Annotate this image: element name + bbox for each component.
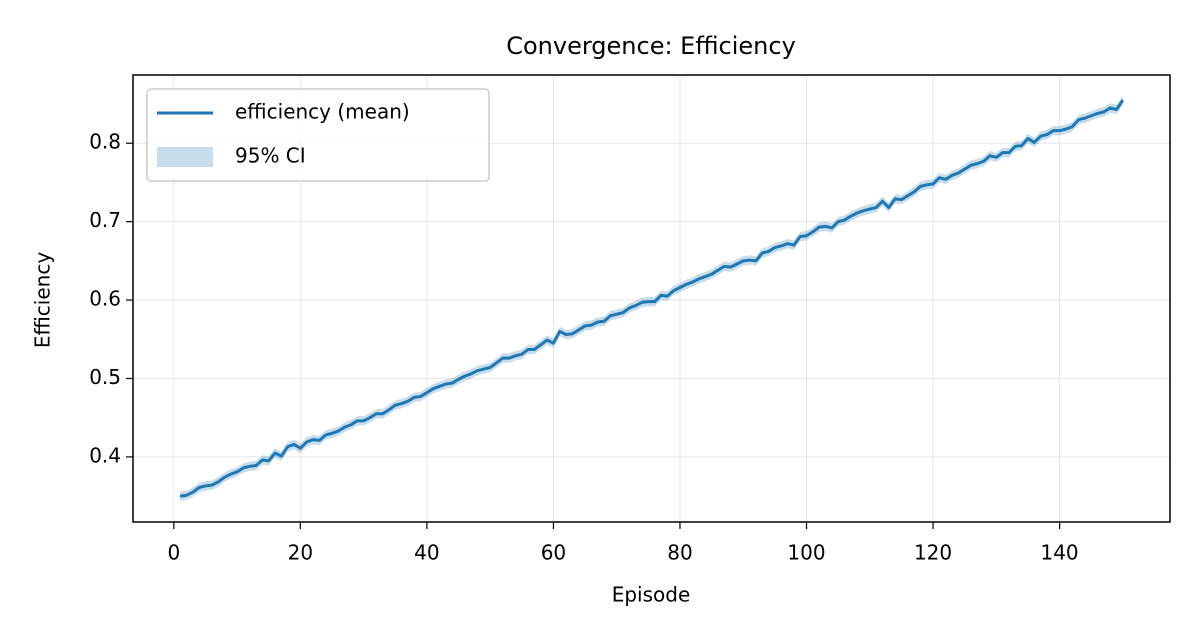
mean-line — [179, 99, 1125, 498]
x-tick-label: 140 — [1040, 541, 1078, 565]
legend-swatch — [157, 147, 213, 167]
chart-title: Convergence: Efficiency — [506, 32, 796, 60]
y-tick-label: 0.4 — [89, 443, 121, 467]
x-tick-label: 100 — [787, 541, 825, 565]
legend-label: efficiency (mean) — [235, 100, 410, 124]
plot-frame — [132, 74, 1171, 523]
x-tick-label: 0 — [167, 541, 180, 565]
x-tick-label: 120 — [914, 541, 952, 565]
y-tick-label: 0.6 — [89, 287, 121, 311]
y-tick-label: 0.5 — [89, 365, 121, 389]
y-axis-label: Efficiency — [31, 252, 55, 349]
legend-label: 95% CI — [235, 144, 306, 168]
legend-box — [146, 88, 490, 182]
x-tick-label: 80 — [667, 541, 692, 565]
x-tick-label: 60 — [541, 541, 566, 565]
x-tick-label: 20 — [288, 541, 313, 565]
x-tick-label: 40 — [414, 541, 439, 565]
y-tick-label: 0.8 — [89, 130, 121, 154]
ci-band — [180, 95, 1123, 501]
y-tick-label: 0.7 — [89, 208, 121, 232]
x-axis-label: Episode — [612, 583, 691, 607]
